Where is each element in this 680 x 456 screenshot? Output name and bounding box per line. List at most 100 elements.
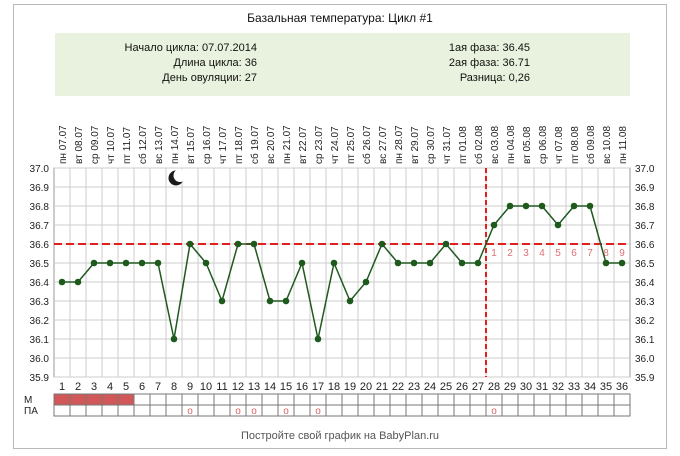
y-tick-label-right: 36.8 — [635, 202, 655, 213]
temperature-point — [106, 259, 114, 267]
day-number-label: 30 — [520, 381, 532, 393]
y-tick-label-right: 37.0 — [635, 164, 655, 175]
y-tick-label-left: 36.9 — [30, 183, 50, 194]
chart-title: Базальная температура: Цикл #1 — [247, 11, 433, 25]
temperature-point — [586, 202, 594, 210]
weekday-date-label: пт 08.08 — [570, 126, 581, 164]
day-number-label: 10 — [200, 381, 212, 393]
weekday-date-label: ср 16.07 — [202, 125, 213, 164]
post-ovulation-day-label: 5 — [555, 248, 561, 259]
cycle-info-panel: Начало цикла: 07.07.2014 Длина цикла: 36… — [55, 33, 630, 96]
day-number-label: 26 — [456, 381, 468, 393]
post-ovulation-day-label: 1 — [491, 248, 497, 259]
day-number-label: 3 — [91, 381, 97, 393]
y-tick-label-left: 36.7 — [30, 221, 50, 232]
temperature-point — [522, 202, 530, 210]
m-row-label: М — [24, 395, 32, 406]
chart-frame — [13, 4, 667, 449]
post-ovulation-day-label: 3 — [523, 248, 529, 259]
day-number-label: 18 — [328, 381, 340, 393]
post-ovulation-day-label: 6 — [571, 248, 577, 259]
weekday-date-label: сб 02.08 — [473, 125, 485, 164]
day-number-label: 28 — [488, 381, 500, 393]
day-number-label: 13 — [248, 381, 260, 393]
post-ovulation-day-label: 4 — [539, 248, 545, 259]
temperature-point — [570, 202, 578, 210]
day-number-label: 21 — [376, 381, 388, 393]
temperature-point — [138, 259, 146, 267]
y-tick-label-left: 36.8 — [30, 202, 50, 213]
y-tick-label-right: 36.6 — [635, 240, 655, 251]
phase2-text: 2ая фаза: 36.71 — [448, 57, 530, 69]
temperature-point — [58, 278, 66, 286]
weekday-date-label: чт 07.08 — [554, 126, 565, 164]
day-number-label: 7 — [155, 381, 161, 393]
day-number-label: 22 — [392, 381, 404, 393]
weekday-date-label: пн 07.07 — [58, 125, 69, 164]
day-number-label: 17 — [312, 381, 324, 393]
weekday-date-label: пн 28.07 — [394, 125, 405, 164]
pa-marker: о — [315, 406, 321, 417]
y-tick-label-left: 36.6 — [30, 240, 50, 251]
temperature-point — [122, 259, 130, 267]
phase1-text: 1ая фаза: 36.45 — [448, 42, 530, 54]
weekday-date-label: вт 29.07 — [410, 126, 421, 164]
day-number-label: 27 — [472, 381, 484, 393]
weekday-date-label: пн 04.08 — [506, 125, 517, 164]
day-number-label: 1 — [59, 381, 65, 393]
y-tick-label-right: 36.0 — [635, 354, 655, 365]
post-ovulation-day-label: 2 — [507, 248, 513, 259]
day-number-label: 8 — [171, 381, 177, 393]
day-number-label: 33 — [568, 381, 580, 393]
temperature-point — [266, 297, 274, 305]
pa-marker: о — [187, 406, 193, 417]
weekday-date-label: вт 05.08 — [522, 126, 533, 164]
y-tick-label-left: 36.3 — [30, 297, 50, 308]
post-ovulation-day-label: 9 — [619, 248, 625, 259]
pa-marker: о — [283, 406, 289, 417]
weekday-date-label: пт 11.07 — [122, 127, 133, 164]
temperature-point — [554, 221, 562, 229]
weekday-date-label: сб 26.07 — [361, 125, 373, 164]
weekday-date-label: вс 03.08 — [490, 126, 501, 164]
weekday-date-label: чт 17.07 — [218, 126, 229, 164]
y-tick-label-left: 36.1 — [30, 335, 50, 346]
weekday-date-label: вт 08.07 — [74, 126, 85, 164]
weekday-date-label: пн 11.08 — [618, 126, 629, 164]
weekday-date-label: пн 21.07 — [282, 125, 293, 164]
temperature-point — [394, 259, 402, 267]
temperature-point — [202, 259, 210, 267]
temperature-point — [154, 259, 162, 267]
weekday-date-label: чт 31.07 — [442, 126, 453, 164]
y-tick-label-right: 36.2 — [635, 316, 655, 327]
difference-text: Разница: 0,26 — [459, 72, 530, 84]
temperature-point — [170, 335, 178, 343]
weekday-date-label: пт 18.07 — [234, 126, 245, 164]
post-ovulation-day-label: 7 — [587, 248, 593, 259]
day-number-label: 16 — [296, 381, 308, 393]
weekday-date-label: ср 06.08 — [538, 125, 549, 164]
y-tick-label-left: 36.2 — [30, 316, 50, 327]
pa-marker: о — [235, 406, 241, 417]
weekday-date-label: чт 10.07 — [106, 126, 117, 164]
day-number-label: 23 — [408, 381, 420, 393]
temperature-point — [74, 278, 82, 286]
day-number-label: 6 — [139, 381, 145, 393]
y-tick-label-right: 36.9 — [635, 183, 655, 194]
weekday-date-label: сб 12.07 — [137, 125, 149, 164]
day-number-label: 11 — [216, 381, 227, 393]
temperature-point — [458, 259, 466, 267]
day-number-label: 19 — [344, 381, 356, 393]
temperature-point — [250, 240, 258, 248]
temperature-point — [90, 259, 98, 267]
day-number-label: 34 — [584, 381, 596, 393]
temperature-point — [442, 240, 450, 248]
y-tick-label-left: 36.4 — [30, 278, 50, 289]
day-number-label: 9 — [187, 381, 193, 393]
y-tick-label-right: 36.1 — [635, 335, 655, 346]
pa-marker: о — [251, 406, 257, 417]
weekday-date-label: вс 10.08 — [602, 126, 613, 164]
footer-link[interactable]: Постройте свой график на BabyPlan.ru — [240, 430, 440, 442]
temperature-point — [362, 278, 370, 286]
